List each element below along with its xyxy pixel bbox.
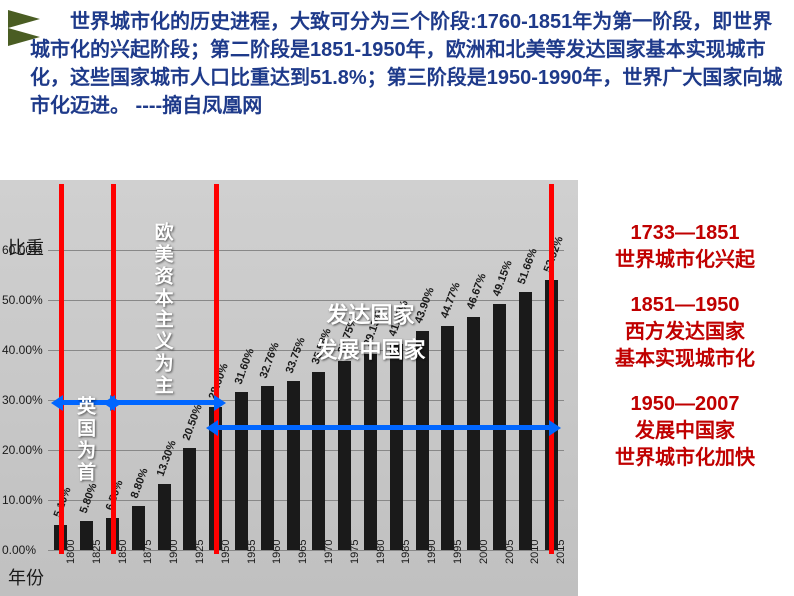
- overlay-label: 英国为首: [77, 396, 96, 483]
- phase-divider: [549, 184, 554, 554]
- bar: [183, 448, 196, 551]
- summary-block: 1851—1950西方发达国家基本实现城市化: [580, 292, 790, 373]
- x-tick: 2015: [555, 540, 567, 564]
- x-tick: 1970: [323, 540, 335, 564]
- y-tick: 20.00%: [2, 443, 43, 457]
- bar: [416, 331, 429, 551]
- intro-paragraph: 世界城市化的历史进程，大致可分为三个阶段:1760-1851年为第一阶段，即世界…: [30, 8, 786, 120]
- bar-value-label: 49.15%: [490, 259, 514, 298]
- phase-divider: [111, 184, 116, 554]
- x-tick: 1875: [142, 540, 154, 564]
- bar-value-label: 13.30%: [155, 438, 179, 477]
- bar: [261, 386, 274, 550]
- bar-value-label: 8.80%: [129, 467, 151, 500]
- bar: [338, 361, 351, 550]
- x-tick: 2000: [478, 540, 490, 564]
- x-tick: 1950: [220, 540, 232, 564]
- bar: [467, 317, 480, 550]
- x-axis-label: 年份: [8, 564, 44, 590]
- summary-block: 1733—1851世界城市化兴起: [580, 220, 790, 274]
- x-tick: 1900: [168, 540, 180, 564]
- x-tick: 1825: [91, 540, 103, 564]
- bar-value-label: 20.50%: [181, 402, 205, 441]
- grid-line: [48, 300, 564, 301]
- y-tick: 60.00%: [2, 243, 43, 257]
- phase-divider: [59, 184, 64, 554]
- x-tick: 1960: [271, 540, 283, 564]
- x-tick: 1850: [117, 540, 129, 564]
- bar-value-label: 32.76%: [258, 341, 282, 380]
- overlay-label: 发达国家: [326, 302, 414, 327]
- x-tick: 1925: [194, 540, 206, 564]
- y-tick: 10.00%: [2, 493, 43, 507]
- side-summary: 1733—1851世界城市化兴起 1851—1950西方发达国家基本实现城市化 19…: [580, 220, 790, 490]
- x-tick: 1975: [349, 540, 361, 564]
- x-tick: 1980: [375, 540, 387, 564]
- x-tick: 1965: [297, 540, 309, 564]
- phase-arrow: [113, 400, 216, 405]
- bar: [519, 292, 532, 550]
- bar: [235, 392, 248, 550]
- grid-line: [48, 250, 564, 251]
- bar: [287, 381, 300, 550]
- x-tick: 1800: [65, 540, 77, 564]
- phase-divider: [214, 184, 219, 554]
- x-tick: 1995: [452, 540, 464, 564]
- bar-value-label: 31.60%: [232, 347, 256, 386]
- y-tick: 50.00%: [2, 293, 43, 307]
- summary-block: 1950—2007发展中国家世界城市化加快: [580, 391, 790, 472]
- grid-line: [48, 350, 564, 351]
- y-tick: 30.00%: [2, 393, 43, 407]
- grid-line: [48, 450, 564, 451]
- y-tick: 0.00%: [2, 543, 36, 557]
- bar-value-label: 5.80%: [77, 482, 99, 515]
- x-tick: 1990: [426, 540, 438, 564]
- grid-line: [48, 500, 564, 501]
- x-tick: 1955: [246, 540, 258, 564]
- overlay-label: 发展中国家: [315, 337, 425, 362]
- x-tick: 1985: [400, 540, 412, 564]
- bar-value-label: 33.75%: [284, 336, 308, 375]
- bar: [364, 354, 377, 550]
- bar: [390, 344, 403, 550]
- phase-arrow: [216, 425, 551, 430]
- bar-value-label: 43.90%: [413, 285, 437, 324]
- bar: [312, 372, 325, 550]
- y-tick: 40.00%: [2, 343, 43, 357]
- bar-value-label: 51.66%: [516, 247, 540, 286]
- x-tick: 2005: [504, 540, 516, 564]
- overlay-label: 欧美资本主义为主: [155, 223, 174, 398]
- urbanization-chart: 比重 年份 0.00%10.00%20.00%30.00%40.00%50.00…: [0, 180, 578, 596]
- bar: [441, 326, 454, 550]
- x-tick: 2010: [529, 540, 541, 564]
- plot-area: 0.00%10.00%20.00%30.00%40.00%50.00%60.00…: [48, 250, 564, 550]
- bar-value-label: 46.67%: [464, 271, 488, 310]
